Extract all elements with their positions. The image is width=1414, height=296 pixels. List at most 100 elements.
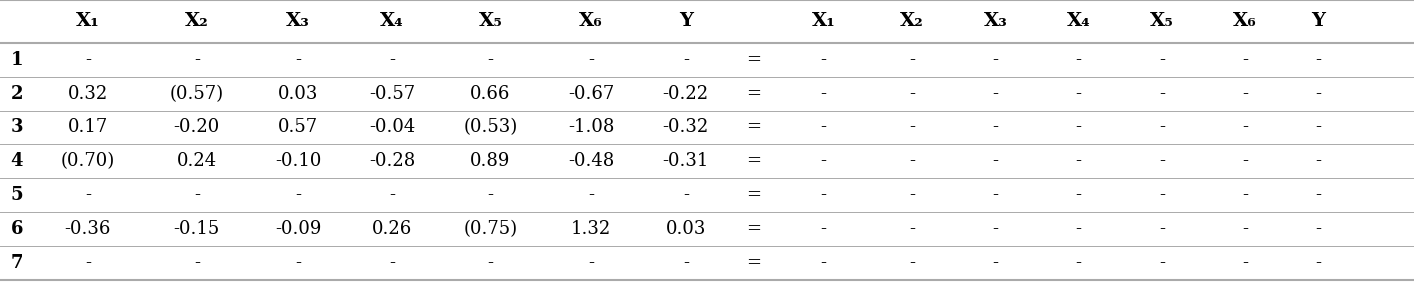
Text: -: -: [1315, 152, 1322, 170]
Text: 6: 6: [10, 220, 23, 238]
Text: -: -: [1241, 118, 1249, 136]
Text: -: -: [588, 254, 594, 272]
Text: -0.15: -0.15: [174, 220, 221, 238]
Text: -: -: [909, 186, 915, 204]
Text: (0.70): (0.70): [61, 152, 115, 170]
Text: -: -: [1241, 254, 1249, 272]
Text: -: -: [1241, 220, 1249, 238]
Text: 7: 7: [10, 254, 23, 272]
Text: -: -: [909, 118, 915, 136]
Text: -: -: [389, 186, 395, 204]
Text: -: -: [1315, 118, 1322, 136]
Text: =: =: [747, 51, 761, 69]
Text: -: -: [1315, 85, 1322, 103]
Text: -: -: [820, 51, 827, 69]
Text: -: -: [85, 51, 90, 69]
Text: -: -: [820, 186, 827, 204]
Text: -0.36: -0.36: [65, 220, 110, 238]
Text: -: -: [683, 186, 689, 204]
Text: 4: 4: [10, 152, 23, 170]
Text: -: -: [296, 254, 301, 272]
Text: -0.09: -0.09: [276, 220, 321, 238]
Text: -: -: [1315, 186, 1322, 204]
Text: =: =: [747, 254, 761, 272]
Text: 0.24: 0.24: [177, 152, 216, 170]
Text: -0.04: -0.04: [369, 118, 416, 136]
Text: -: -: [194, 254, 199, 272]
Text: X₄: X₄: [380, 12, 404, 30]
Text: -: -: [909, 254, 915, 272]
Text: -: -: [993, 51, 998, 69]
Text: 0.57: 0.57: [279, 118, 318, 136]
Text: -: -: [1315, 254, 1322, 272]
Text: -: -: [1076, 152, 1082, 170]
Text: X₃: X₃: [287, 12, 310, 30]
Text: 1.32: 1.32: [571, 220, 611, 238]
Text: Y: Y: [679, 12, 693, 30]
Text: =: =: [747, 186, 761, 204]
Text: X₂: X₂: [901, 12, 923, 30]
Text: -: -: [488, 254, 493, 272]
Text: X₂: X₂: [185, 12, 209, 30]
Text: -: -: [1076, 220, 1082, 238]
Text: -: -: [820, 152, 827, 170]
Text: 0.32: 0.32: [68, 85, 107, 103]
Text: X₅: X₅: [1150, 12, 1174, 30]
Text: -: -: [1076, 254, 1082, 272]
Text: 0.26: 0.26: [372, 220, 413, 238]
Text: -: -: [1159, 152, 1165, 170]
Text: -: -: [820, 220, 827, 238]
Text: 1: 1: [10, 51, 23, 69]
Text: -: -: [1076, 51, 1082, 69]
Text: -0.57: -0.57: [369, 85, 416, 103]
Text: -: -: [194, 51, 199, 69]
Text: -: -: [1159, 85, 1165, 103]
Text: -: -: [85, 186, 90, 204]
Text: -: -: [909, 51, 915, 69]
Text: X₆: X₆: [580, 12, 602, 30]
Text: Y: Y: [1312, 12, 1325, 30]
Text: -: -: [993, 118, 998, 136]
Text: -: -: [1159, 118, 1165, 136]
Text: -: -: [1241, 51, 1249, 69]
Text: -: -: [820, 85, 827, 103]
Text: -: -: [993, 152, 998, 170]
Text: -: -: [389, 254, 395, 272]
Text: -: -: [1241, 152, 1249, 170]
Text: -0.48: -0.48: [568, 152, 614, 170]
Text: -: -: [1159, 254, 1165, 272]
Text: 0.66: 0.66: [471, 85, 510, 103]
Text: 3: 3: [10, 118, 23, 136]
Text: =: =: [747, 220, 761, 238]
Text: -: -: [993, 85, 998, 103]
Text: -: -: [1315, 220, 1322, 238]
Text: 2: 2: [10, 85, 23, 103]
Text: (0.53): (0.53): [464, 118, 518, 136]
Text: -0.28: -0.28: [369, 152, 416, 170]
Text: -: -: [588, 186, 594, 204]
Text: -: -: [1241, 85, 1249, 103]
Text: 0.17: 0.17: [68, 118, 107, 136]
Text: 0.03: 0.03: [279, 85, 318, 103]
Text: X₁: X₁: [812, 12, 836, 30]
Text: -: -: [993, 186, 998, 204]
Text: -: -: [683, 254, 689, 272]
Text: -: -: [588, 51, 594, 69]
Text: 5: 5: [10, 186, 23, 204]
Text: -: -: [909, 220, 915, 238]
Text: -: -: [1315, 51, 1322, 69]
Text: X₅: X₅: [478, 12, 502, 30]
Text: =: =: [747, 118, 761, 136]
Text: -1.08: -1.08: [568, 118, 614, 136]
Text: -0.20: -0.20: [174, 118, 221, 136]
Text: -: -: [820, 254, 827, 272]
Text: -: -: [85, 254, 90, 272]
Text: -: -: [1076, 85, 1082, 103]
Text: -: -: [909, 152, 915, 170]
Text: -: -: [1076, 186, 1082, 204]
Text: =: =: [747, 152, 761, 170]
Text: 0.89: 0.89: [471, 152, 510, 170]
Text: -: -: [820, 118, 827, 136]
Text: -: -: [683, 51, 689, 69]
Text: -: -: [1076, 118, 1082, 136]
